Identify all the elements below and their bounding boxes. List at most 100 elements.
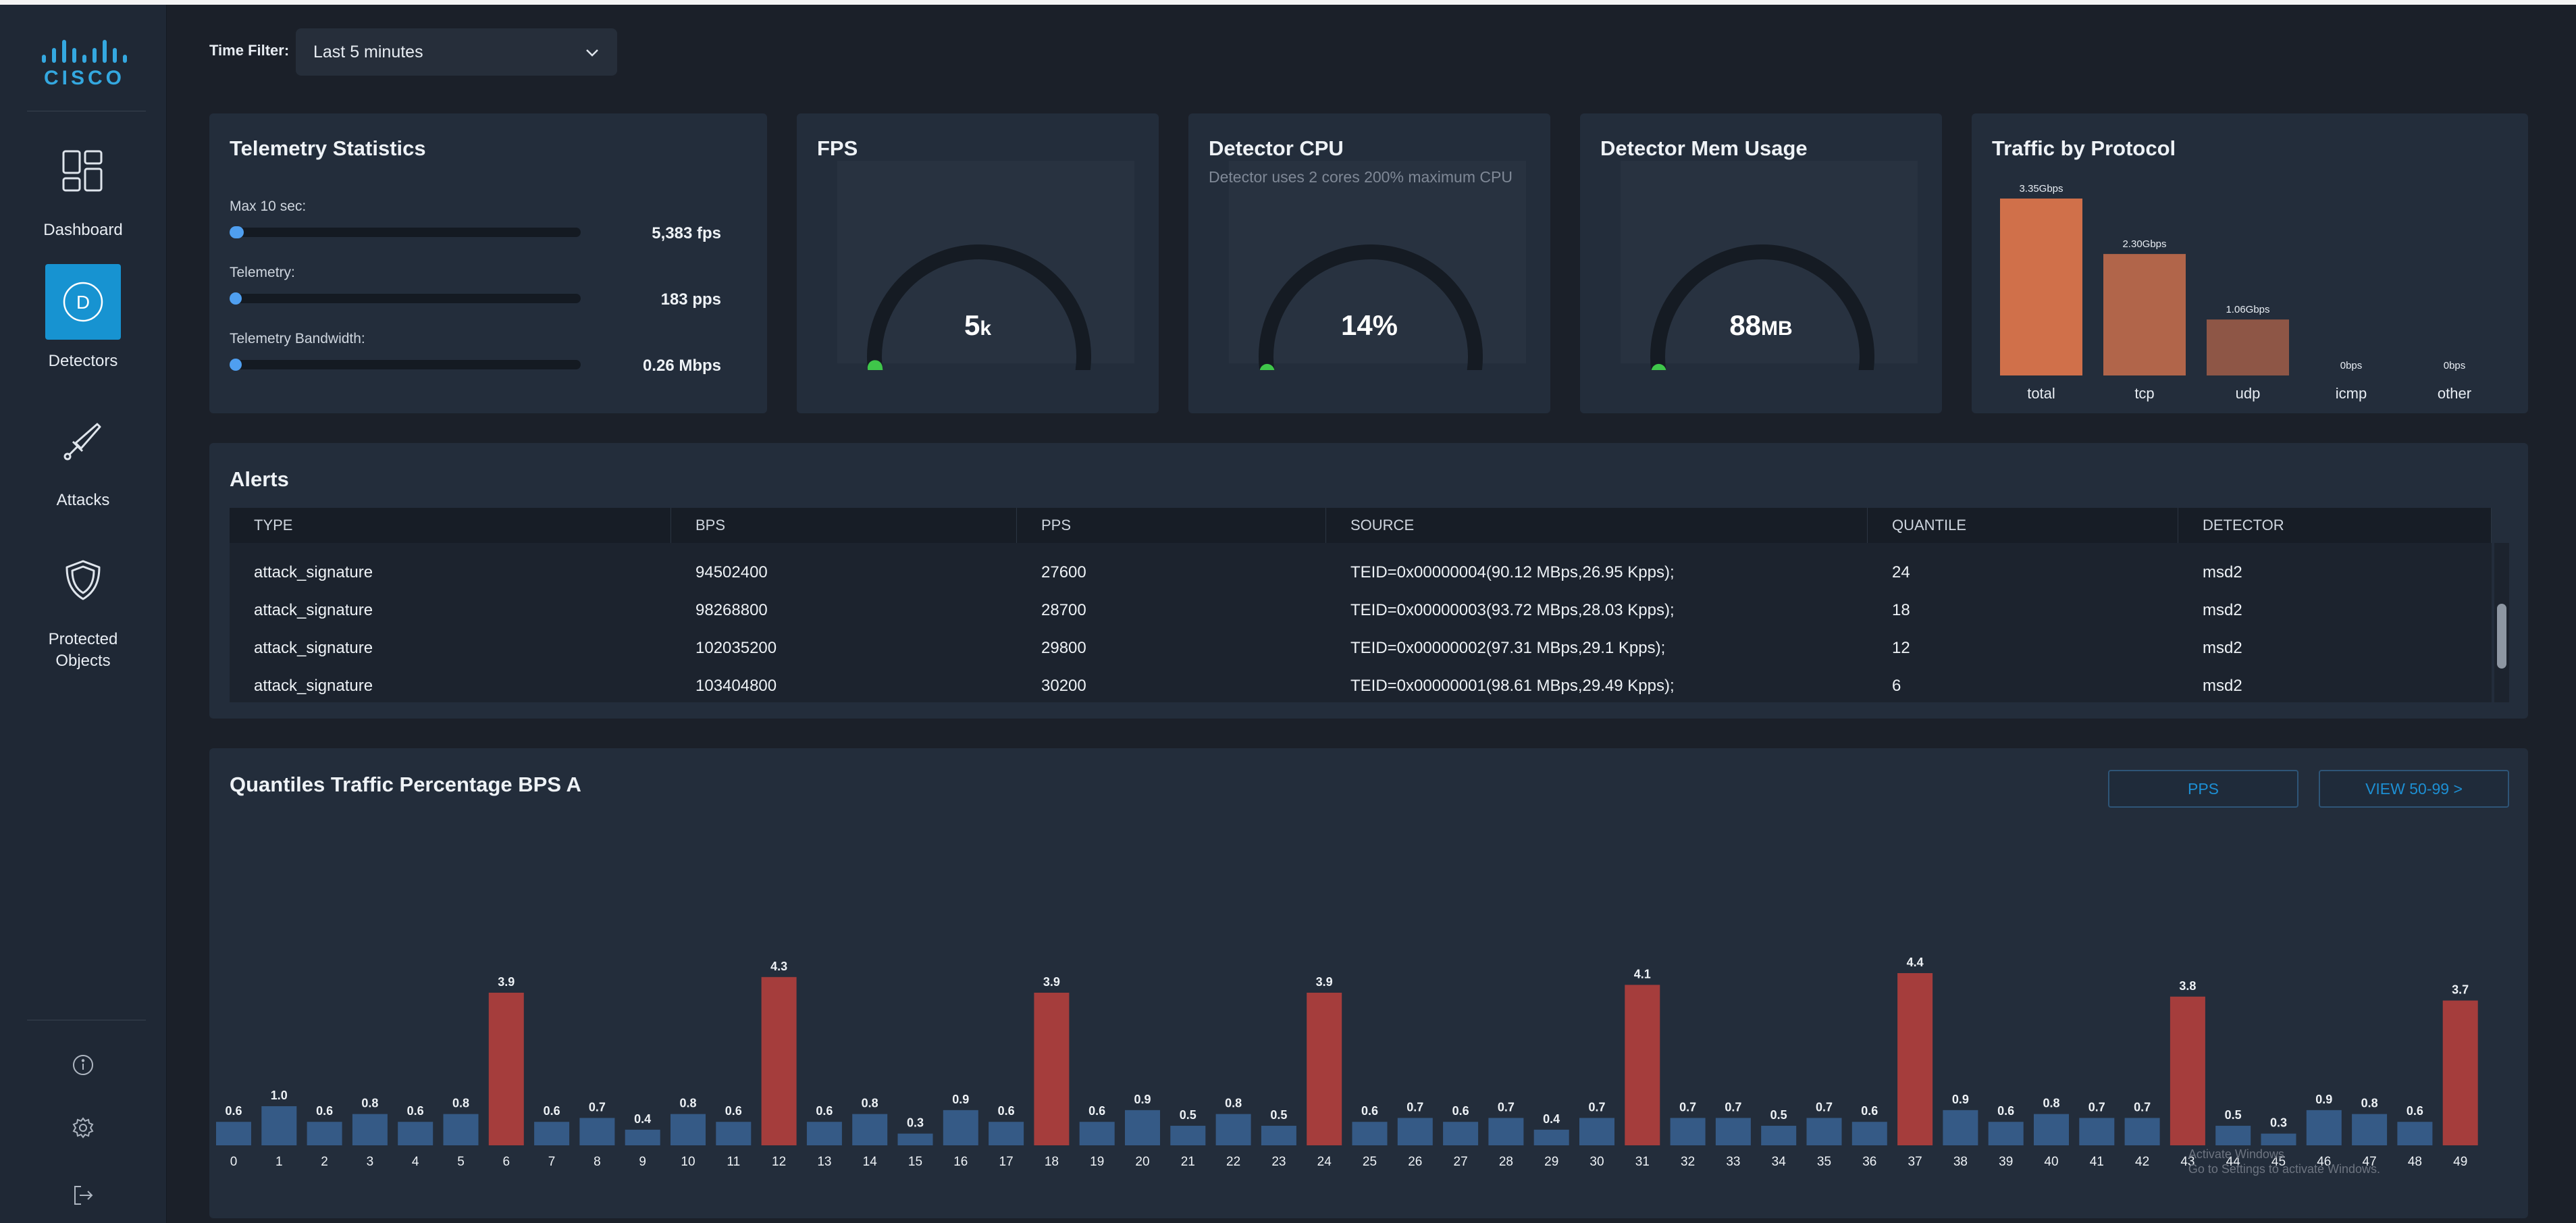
nav-label-dashboard: Dashboard <box>43 221 123 239</box>
quantile-category-label: 45 <box>2271 1155 2286 1169</box>
fps-title: FPS <box>817 136 858 160</box>
quantile-category-label: 34 <box>1772 1155 1787 1169</box>
nav-item-dashboard[interactable]: Dashboard <box>0 133 166 241</box>
telemetry-bar-fill <box>230 359 242 371</box>
quantile-category-label: 31 <box>1635 1155 1650 1169</box>
quantile-bar <box>989 1122 1024 1145</box>
quantile-bar <box>1625 985 1660 1145</box>
alerts-scrollbar[interactable] <box>2494 543 2509 702</box>
quantile-category-label: 21 <box>1181 1155 1195 1169</box>
quantile-category-label: 30 <box>1589 1155 1604 1169</box>
protocol-category-label: tcp <box>2134 385 2154 402</box>
protocol-category-label: icmp <box>2336 385 2367 402</box>
quantile-category-label: 2 <box>321 1155 328 1169</box>
quantile-category-label: 8 <box>594 1155 601 1169</box>
time-filter-label: Time Filter: <box>209 42 290 59</box>
detector-badge: D <box>76 292 90 313</box>
quantile-bar <box>2306 1110 2342 1145</box>
table-row[interactable]: attack_signature 103404800 30200 TEID=0x000… <box>230 667 2492 702</box>
protocol-bar <box>2103 254 2186 375</box>
mem-title: Detector Mem Usage <box>1600 136 1808 160</box>
quantile-value-label: 0.7 <box>1407 1100 1423 1114</box>
quantile-value-label: 0.3 <box>907 1116 924 1130</box>
time-filter-select[interactable]: Last 5 minutes <box>296 28 617 76</box>
alerts-column-header[interactable]: QUANTILE <box>1868 508 2178 543</box>
quantile-bar <box>1533 1129 1569 1145</box>
cisco-logo[interactable]: CISCO <box>41 38 128 93</box>
gauge-track <box>1650 244 1874 370</box>
pps-button[interactable]: PPS <box>2108 770 2298 808</box>
quantile-bar <box>1806 1118 1842 1145</box>
quantile-value-label: 1.0 <box>271 1089 288 1102</box>
alerts-table-body[interactable]: attack_signature10272000030000TEID=0x000… <box>230 543 2492 702</box>
alerts-column-header[interactable]: DETECTOR <box>2178 508 2492 543</box>
quantile-value-label: 0.9 <box>2315 1093 2332 1106</box>
quantile-category-label: 4 <box>412 1155 419 1169</box>
quantile-category-label: 23 <box>1271 1155 1286 1169</box>
quantile-bar <box>2442 1000 2478 1145</box>
detector-icon: D <box>45 264 121 340</box>
alerts-column-header[interactable]: BPS <box>671 508 1017 543</box>
quantile-value-label: 0.8 <box>679 1097 696 1110</box>
table-cell: 18 <box>1892 601 1910 619</box>
quantile-value-label: 0.6 <box>225 1104 242 1118</box>
cpu-gauge <box>1259 244 1483 370</box>
table-cell: msd2 <box>2203 563 2242 581</box>
quantile-value-label: 0.6 <box>2407 1104 2423 1118</box>
gauge-track <box>1259 244 1483 370</box>
quantile-value-label: 0.4 <box>634 1112 651 1126</box>
info-icon[interactable] <box>70 1051 97 1078</box>
quantile-category-label: 13 <box>817 1155 831 1169</box>
quantile-category-label: 42 <box>2135 1155 2149 1169</box>
telemetry-row-label: Telemetry Bandwidth: <box>230 331 365 346</box>
protocol-bar <box>2207 319 2289 375</box>
table-cell: 28700 <box>1041 601 1086 619</box>
view-50-99-button[interactable]: VIEW 50-99 > <box>2319 770 2509 808</box>
quantile-bar <box>1125 1110 1160 1145</box>
nav-item-protected-objects[interactable]: Protected Objects <box>0 542 166 672</box>
table-cell: msd2 <box>2178 543 2492 554</box>
protocol-value-label: 3.35Gbps <box>2019 183 2063 194</box>
quantile-bar <box>579 1118 615 1145</box>
quantile-bar <box>1579 1118 1614 1145</box>
quantile-value-label: 0.7 <box>2134 1100 2151 1114</box>
table-row[interactable]: attack_signature 102035200 29800 TEID=0x000… <box>230 629 2492 667</box>
nav-label-detectors: Detectors <box>48 352 118 370</box>
quantile-bar <box>1897 973 1933 1145</box>
quantile-category-label: 5 <box>457 1155 465 1169</box>
alerts-scrollbar-thumb[interactable] <box>2497 604 2506 669</box>
quantile-category-label: 0 <box>230 1155 238 1169</box>
nav-item-detectors[interactable]: D Detectors <box>0 264 166 372</box>
telemetry-row-label: Max 10 sec: <box>230 199 307 214</box>
quantile-value-label: 0.6 <box>816 1104 833 1118</box>
table-cell: TEID=0x00000004(90.12 MBps,26.95 Kpps); <box>1350 563 1675 581</box>
gear-icon[interactable] <box>70 1114 97 1141</box>
cpu-number: 14% <box>1340 309 1398 341</box>
quantile-value-label: 0.5 <box>1180 1108 1197 1122</box>
quantile-value-label: 0.6 <box>316 1104 333 1118</box>
table-cell: attack_signature <box>254 677 373 695</box>
alerts-column-header[interactable]: PPS <box>1017 508 1326 543</box>
table-cell: 102720000 <box>671 543 1017 554</box>
top-edge <box>0 0 2576 5</box>
quantile-bar <box>1761 1126 1797 1145</box>
quantile-bar <box>897 1133 933 1145</box>
quantile-category-label: 39 <box>1999 1155 2013 1169</box>
quantile-category-label: 1 <box>275 1155 283 1169</box>
logout-icon[interactable] <box>70 1182 97 1209</box>
quantile-bar <box>534 1122 570 1145</box>
quantile-category-label: 32 <box>1681 1155 1695 1169</box>
table-cell: msd2 <box>2203 601 2242 619</box>
alerts-column-header[interactable]: TYPE <box>230 508 671 543</box>
quantile-value-label: 0.9 <box>952 1093 969 1106</box>
table-row[interactable]: attack_signature10272000030000TEID=0x000… <box>230 543 2492 554</box>
protocol-value-label: 0bps <box>2444 360 2466 371</box>
quantile-category-label: 14 <box>863 1155 878 1169</box>
nav-item-attacks[interactable]: Attacks <box>0 403 166 511</box>
alerts-column-header[interactable]: SOURCE <box>1326 508 1868 543</box>
table-row[interactable]: attack_signature 98268800 28700 TEID=0x0000… <box>230 592 2492 629</box>
quantile-category-label: 19 <box>1090 1155 1104 1169</box>
table-cell: 102035200 <box>695 639 777 657</box>
table-row[interactable]: attack_signature 94502400 27600 TEID=0x0000… <box>230 554 2492 592</box>
alerts-title: Alerts <box>230 467 289 491</box>
